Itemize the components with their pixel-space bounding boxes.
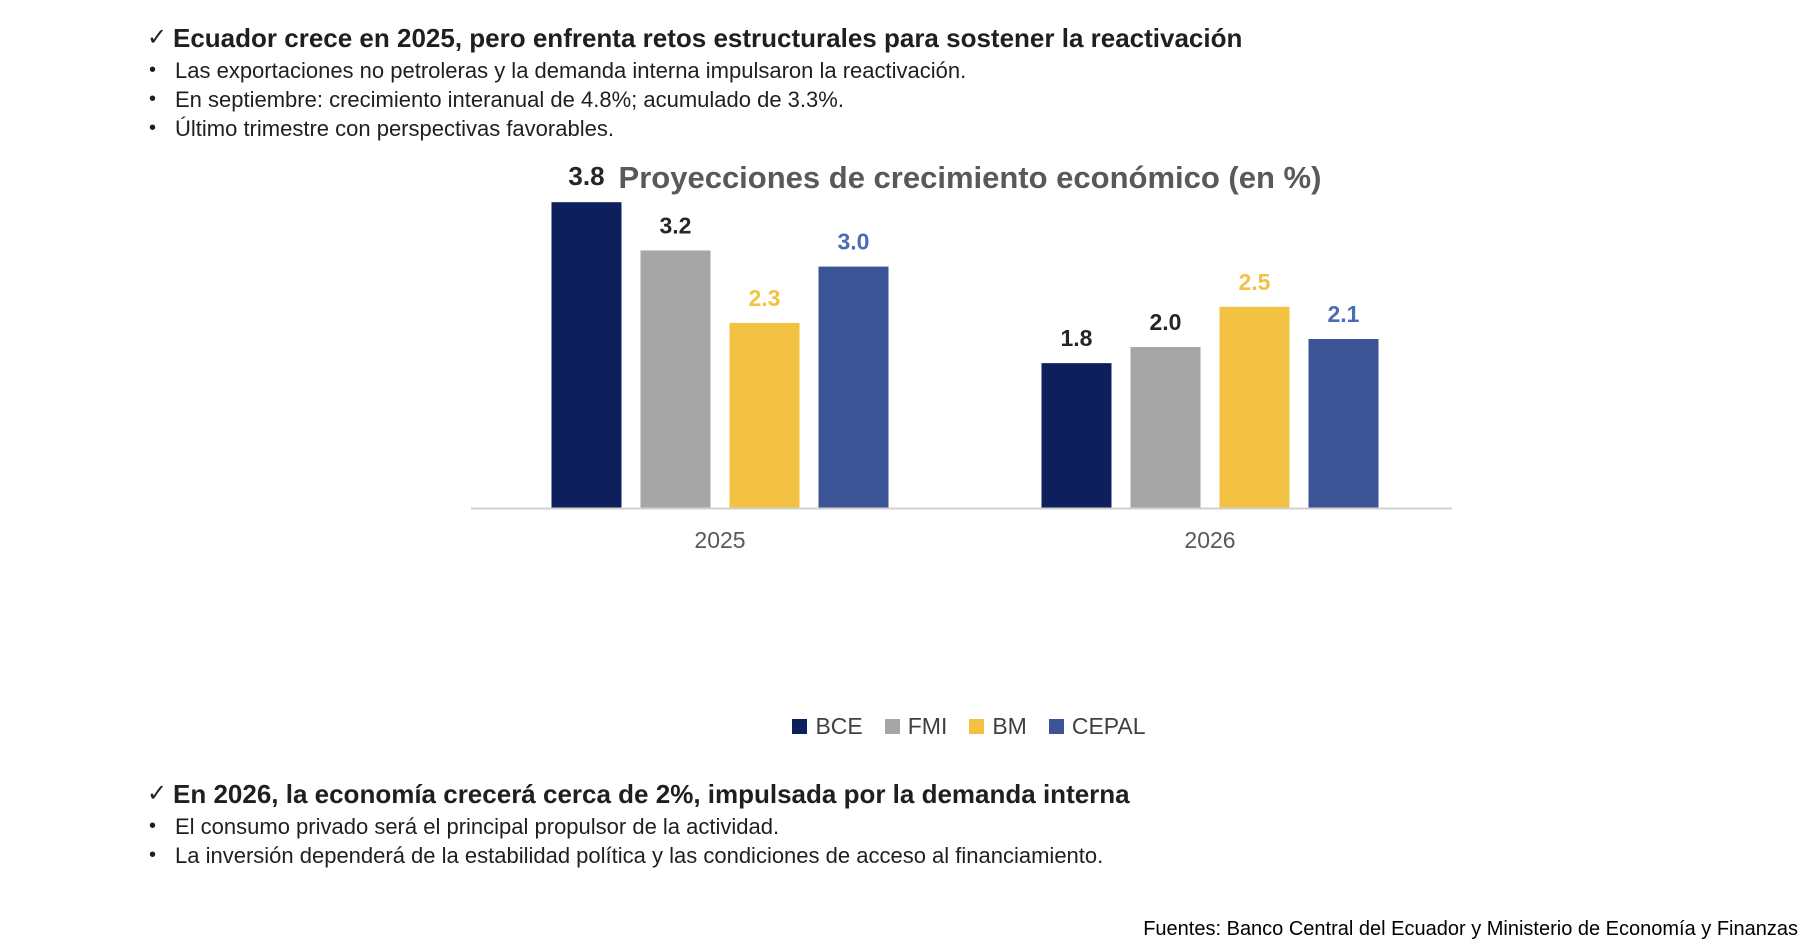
bar-bm-2026 [1219,306,1290,508]
list-item: La inversión dependerá de la estabilidad… [147,841,1130,870]
chart-title: Proyecciones de crecimiento económico (e… [618,160,1322,195]
list-item: Último trimestre con perspectivas favora… [147,114,1242,143]
data-label-bm-2025: 2.3 [749,285,781,311]
heading-text: En 2026, la economía crecerá cerca de 2%… [173,779,1130,809]
data-label-cepal-2025: 3.0 [838,229,870,255]
data-label-bm-2026: 2.5 [1239,269,1271,295]
list-item: En septiembre: crecimiento interanual de… [147,85,1242,114]
data-label-fmi-2026: 2.0 [1150,309,1182,335]
data-label-cepal-2026: 2.1 [1328,301,1360,327]
section-2025: ✓ Ecuador crece en 2025, pero enfrenta r… [147,22,1242,143]
bar-fmi-2026 [1130,347,1201,508]
checkmark-icon: ✓ [147,24,168,51]
list-item: El consumo privado será el principal pro… [147,812,1130,841]
list-item: Las exportaciones no petroleras y la dem… [147,56,1242,85]
x-tick-label-2025: 2025 [694,527,745,553]
x-tick-label-2026: 2026 [1184,527,1235,553]
chart-legend: BCE FMI BM CEPAL [0,713,1818,740]
section-2025-heading: ✓ Ecuador crece en 2025, pero enfrenta r… [147,22,1242,54]
legend-swatch [884,719,900,734]
legend-item-bce: BCE [792,713,863,740]
growth-chart: Proyecciones de crecimiento económico (e… [0,160,1818,760]
legend-item-fmi: FMI [884,713,948,740]
legend-item-bm: BM [969,713,1027,740]
chart-canvas: 3.8 3.2 2.3 3.0 2025 1.8 2.0 2.5 2.1 2026 [471,161,1452,553]
checkmark-icon: ✓ [147,780,168,807]
legend-swatch [969,719,985,734]
bar-cepal-2026 [1308,339,1379,508]
legend-swatch [1048,719,1064,734]
bar-bm-2025 [729,322,800,508]
bar-cepal-2025 [818,266,889,508]
heading-text: Ecuador crece en 2025, pero enfrenta ret… [173,23,1243,53]
data-label-fmi-2025: 3.2 [660,212,692,238]
bullet-list: Las exportaciones no petroleras y la dem… [147,56,1242,143]
bar-bce-2026 [1041,363,1112,508]
source-note: Fuentes: Banco Central del Ecuador y Min… [1143,918,1798,940]
data-label-bce-2025: 3.8 [568,161,604,191]
bar-bce-2025 [551,202,622,508]
legend-label: BM [992,713,1027,739]
legend-label: FMI [907,713,948,739]
legend-item-cepal: CEPAL [1048,713,1146,740]
legend-label: CEPAL [1071,713,1146,739]
section-2026-heading: ✓ En 2026, la economía crecerá cerca de … [147,778,1130,810]
section-2026: ✓ En 2026, la economía crecerá cerca de … [147,778,1130,870]
data-label-bce-2026: 1.8 [1061,325,1093,351]
bar-fmi-2025 [640,250,711,508]
legend-label: BCE [815,713,863,739]
bullet-list: El consumo privado será el principal pro… [147,812,1130,870]
legend-swatch [792,719,808,734]
